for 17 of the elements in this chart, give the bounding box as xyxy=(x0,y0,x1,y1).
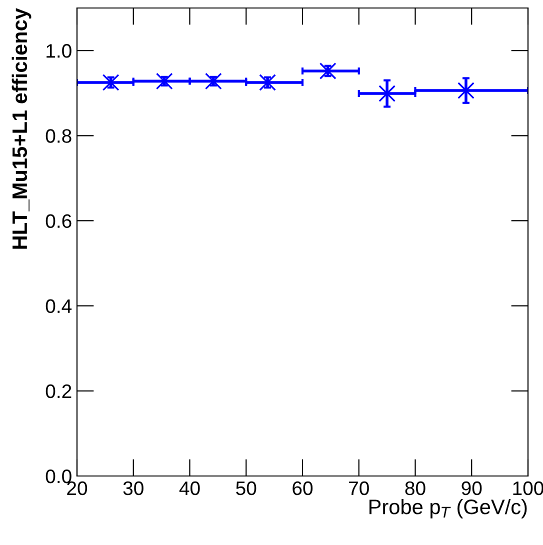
y-axis-title: HLT_Mu15+L1 efficiency xyxy=(12,8,32,249)
x-tick-label: 40 xyxy=(179,481,200,496)
x-tick-label: 60 xyxy=(292,481,313,496)
x-tick-label: 20 xyxy=(67,481,88,496)
y-tick-label: 0.2 xyxy=(46,384,72,398)
x-axis-title: Probe p$_{T}$ (GeV/c) xyxy=(370,498,527,518)
x-tick-label: 100 xyxy=(513,481,543,496)
y-tick-label: 0.6 xyxy=(46,214,72,228)
x-tick-label: 80 xyxy=(405,481,426,496)
y-tick-label: 1.0 xyxy=(46,44,72,58)
x-tick-label: 50 xyxy=(236,481,256,496)
y-tick-label: 0.0 xyxy=(46,469,72,484)
x-tick-label: 30 xyxy=(123,481,144,496)
y-tick-label: 0.8 xyxy=(46,129,72,143)
x-tick-label: 90 xyxy=(462,481,482,496)
y-tick-label: 0.4 xyxy=(46,299,72,314)
x-tick-label: 70 xyxy=(349,481,369,496)
